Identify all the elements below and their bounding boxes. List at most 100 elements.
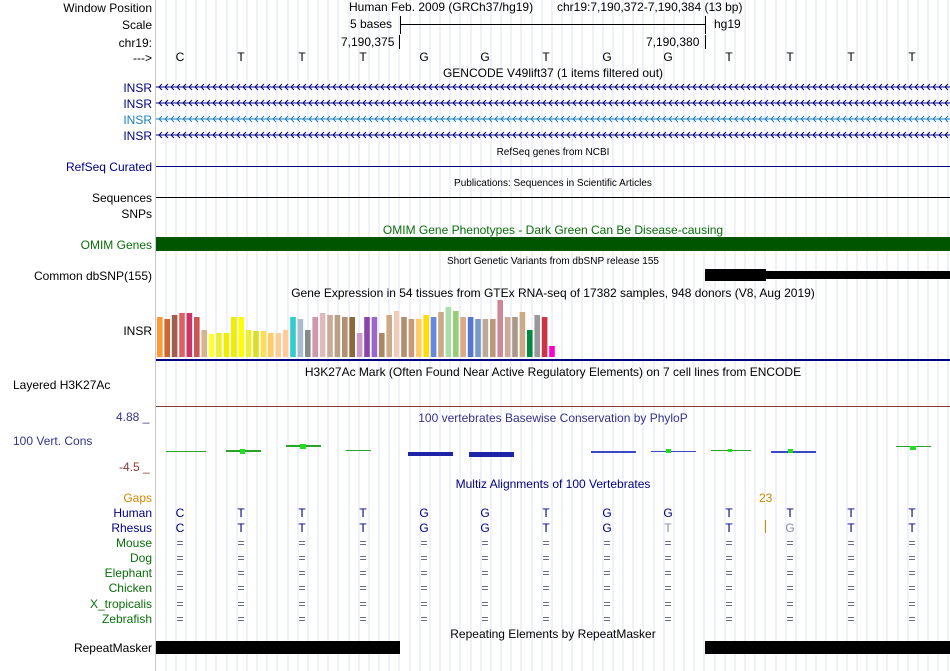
gtex-gene-label[interactable]: INSR: [123, 324, 152, 338]
species-label[interactable]: Chicken: [108, 581, 152, 595]
multiz-title[interactable]: Multiz Alignments of 100 Vertebrates: [455, 477, 651, 491]
gtex-tissue-bar[interactable]: [453, 311, 459, 357]
gtex-tissue-bar[interactable]: [253, 331, 259, 357]
gtex-tissue-bar[interactable]: [356, 333, 363, 357]
gtex-tissue-bar[interactable]: [393, 311, 400, 357]
dbsnp-variant-1[interactable]: [705, 269, 766, 281]
gtex-tissue-bar[interactable]: [342, 317, 348, 357]
publications-line[interactable]: [156, 197, 950, 198]
gtex-title[interactable]: Gene Expression in 54 tissues from GTEx …: [291, 286, 815, 300]
gtex-tissue-bar[interactable]: [416, 319, 422, 357]
omim-gene-bar[interactable]: [156, 237, 950, 251]
gtex-tissue-bar[interactable]: [445, 307, 452, 357]
gtex-tissue-bar[interactable]: [512, 317, 518, 357]
gtex-tissue-bar[interactable]: [194, 317, 200, 357]
gtex-tissue-bar[interactable]: [379, 333, 385, 357]
gtex-tissue-bar[interactable]: [208, 334, 215, 357]
gencode-title[interactable]: GENCODE V49lift37 (1 items filtered out): [442, 66, 664, 80]
repeatmasker-title[interactable]: Repeating Elements by RepeatMasker: [450, 627, 656, 641]
gtex-tissue-bar[interactable]: [223, 333, 230, 357]
repeatmasker-label[interactable]: RepeatMasker: [73, 641, 152, 655]
gene-label-insr-4[interactable]: INSR: [123, 129, 152, 143]
gaps-label[interactable]: Gaps: [123, 491, 152, 505]
gtex-tissue-bar[interactable]: [260, 331, 267, 357]
gtex-tissue-bar[interactable]: [460, 317, 466, 357]
gtex-tissue-bar[interactable]: [186, 313, 193, 357]
gtex-tissue-bar[interactable]: [490, 319, 496, 357]
conservation-title[interactable]: 100 vertebrates Basewise Conservation by…: [418, 411, 688, 425]
species-label[interactable]: Zebrafish: [101, 612, 152, 626]
species-label[interactable]: Rhesus: [111, 521, 152, 535]
species-label[interactable]: Elephant: [104, 566, 152, 580]
refseq-label[interactable]: RefSeq Curated: [65, 160, 152, 174]
gtex-tissue-bar[interactable]: [504, 317, 511, 357]
refseq-gene-line[interactable]: [156, 166, 950, 167]
gtex-tissue-bar[interactable]: [201, 330, 207, 357]
gene-label-insr-1[interactable]: INSR: [123, 81, 152, 95]
gtex-expression-chart[interactable]: [156, 300, 556, 360]
repeat-element-1[interactable]: [156, 641, 400, 654]
gtex-tissue-bar[interactable]: [334, 315, 341, 357]
insertion-marker[interactable]: [765, 520, 766, 533]
gtex-tissue-bar[interactable]: [519, 312, 526, 357]
gtex-tissue-bar[interactable]: [268, 333, 274, 357]
insr-transcripts[interactable]: [156, 80, 950, 144]
species-label[interactable]: Mouse: [115, 536, 152, 550]
species-label[interactable]: Human: [113, 506, 152, 520]
gtex-tissue-bar[interactable]: [364, 317, 370, 357]
gtex-tissue-bar[interactable]: [275, 333, 281, 357]
gtex-tissue-bar[interactable]: [327, 315, 333, 357]
gtex-tissue-bar[interactable]: [482, 319, 489, 357]
gtex-tissue-bar[interactable]: [423, 315, 429, 357]
gtex-tissue-bar[interactable]: [238, 317, 244, 357]
gtex-tissue-bar[interactable]: [541, 317, 548, 357]
gtex-tissue-bar[interactable]: [245, 330, 252, 357]
publications-title[interactable]: Publications: Sequences in Scientific Ar…: [454, 178, 652, 189]
dbsnp-title[interactable]: Short Genetic Variants from dbSNP releas…: [447, 256, 659, 267]
conservation-plot[interactable]: [156, 440, 950, 462]
gtex-tissue-bar[interactable]: [430, 317, 437, 357]
gene-label-insr-3[interactable]: INSR: [123, 113, 152, 127]
refseq-title[interactable]: RefSeq genes from NCBI: [496, 147, 610, 158]
omim-label[interactable]: OMIM Genes: [80, 238, 152, 252]
gtex-tissue-bar[interactable]: [371, 317, 378, 357]
gtex-tissue-bar[interactable]: [290, 317, 296, 357]
gtex-tissue-bar[interactable]: [216, 333, 222, 357]
repeat-element-2[interactable]: [705, 641, 950, 654]
gtex-tissue-bar[interactable]: [438, 312, 444, 357]
gtex-tissue-bar[interactable]: [157, 317, 163, 357]
gtex-tissue-bar[interactable]: [171, 315, 178, 357]
h3k27ac-label[interactable]: Layered H3K27Ac: [13, 378, 111, 392]
dbsnp-variant-2[interactable]: [766, 271, 950, 279]
conservation-mark: [666, 449, 671, 453]
gtex-tissue-bar[interactable]: [475, 319, 481, 357]
gene-label-insr-2[interactable]: INSR: [123, 97, 152, 111]
species-label[interactable]: Dog: [129, 551, 152, 565]
gtex-gene-model[interactable]: [156, 359, 950, 361]
gtex-tissue-bar[interactable]: [534, 315, 540, 357]
dbsnp-label[interactable]: Common dbSNP(155): [33, 269, 152, 283]
gtex-tissue-bar[interactable]: [408, 319, 415, 357]
gtex-tissue-bar[interactable]: [319, 313, 326, 357]
position-range[interactable]: chr19:7,190,372-7,190,384 (13 bp): [557, 0, 743, 14]
gtex-tissue-bar[interactable]: [549, 346, 555, 357]
gtex-tissue-bar[interactable]: [497, 300, 503, 357]
h3k27ac-title[interactable]: H3K27Ac Mark (Often Found Near Active Re…: [304, 365, 802, 379]
conservation-label[interactable]: 100 Vert. Cons: [13, 434, 93, 448]
gtex-tissue-bar[interactable]: [231, 317, 237, 357]
gtex-tissue-bar[interactable]: [282, 330, 289, 357]
gtex-tissue-bar[interactable]: [349, 317, 355, 357]
gtex-tissue-bar[interactable]: [179, 313, 185, 357]
omim-title[interactable]: OMIM Gene Phenotypes - Dark Green Can Be…: [382, 223, 724, 237]
gtex-tissue-bar[interactable]: [305, 330, 311, 357]
gtex-tissue-bar[interactable]: [386, 315, 392, 357]
gtex-tissue-bar[interactable]: [297, 319, 304, 357]
gtex-tissue-bar[interactable]: [401, 317, 407, 357]
snps-label[interactable]: SNPs: [121, 207, 152, 221]
gtex-tissue-bar[interactable]: [467, 317, 474, 357]
gtex-tissue-bar[interactable]: [312, 317, 318, 357]
gtex-tissue-bar[interactable]: [164, 319, 170, 357]
species-label[interactable]: X_tropicalis: [89, 597, 152, 611]
gtex-tissue-bar[interactable]: [527, 330, 533, 357]
sequences-label[interactable]: Sequences: [91, 191, 152, 205]
